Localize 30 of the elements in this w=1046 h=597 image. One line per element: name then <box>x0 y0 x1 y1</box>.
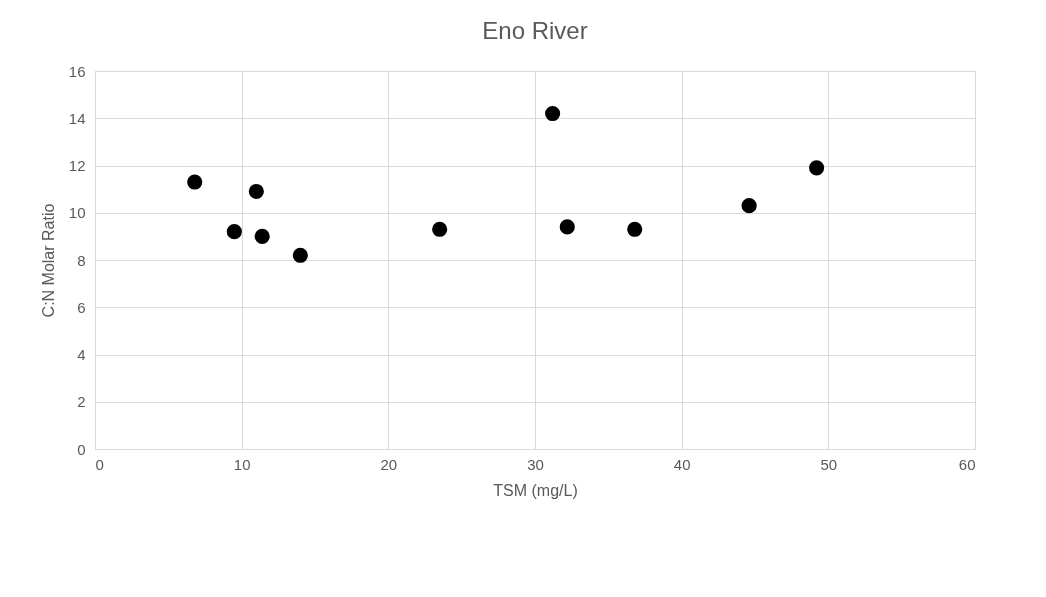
x-tick-label: 40 <box>673 455 691 473</box>
x-tick-label: 10 <box>233 455 251 473</box>
x-tick-label: 20 <box>380 455 398 473</box>
x-axis-title: TSM (mg/L) <box>493 481 578 499</box>
y-tick-label: 8 <box>77 251 86 269</box>
point <box>187 174 203 190</box>
y-tick-label: 10 <box>68 204 86 222</box>
y-axis-title: C:N Molar Ratio <box>39 203 57 318</box>
chart-title: Eno River <box>482 17 588 44</box>
y-tick-label: 4 <box>77 346 86 363</box>
point <box>292 247 308 263</box>
y-tick-label: 14 <box>68 109 86 127</box>
point <box>248 183 264 200</box>
point <box>627 221 643 237</box>
x-tick-label: 60 <box>958 455 976 473</box>
point <box>809 160 825 176</box>
y-tick-label: 2 <box>77 393 86 411</box>
y-tick-label: 0 <box>77 440 86 458</box>
y-tick-label: 12 <box>68 157 86 174</box>
x-tick-label: 30 <box>527 455 544 473</box>
point <box>226 224 242 240</box>
point <box>741 198 757 214</box>
point <box>559 219 575 235</box>
y-tick-label: 16 <box>68 62 86 80</box>
point <box>432 221 448 237</box>
point <box>254 228 270 244</box>
point <box>545 105 561 122</box>
y-tick-label: 6 <box>77 298 86 316</box>
x-tick-label: 50 <box>820 455 838 473</box>
x-tick-label: 0 <box>95 455 104 473</box>
